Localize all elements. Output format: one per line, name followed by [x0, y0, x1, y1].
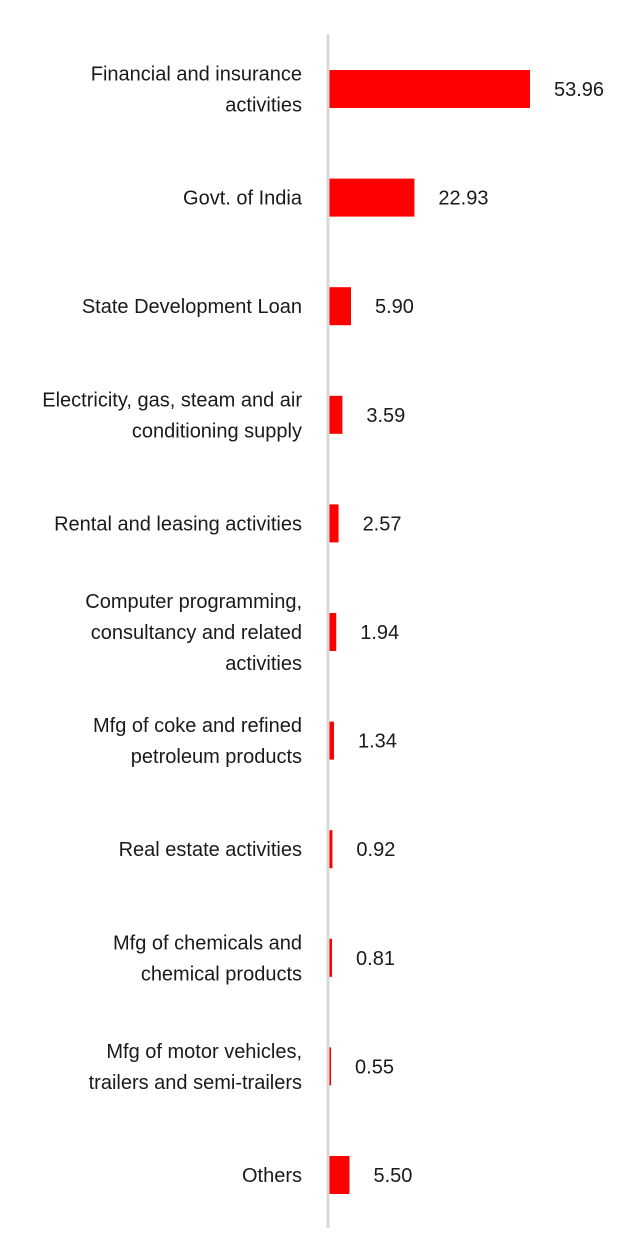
value-label-7: 0.92: [356, 839, 395, 861]
bar-1: [329, 178, 415, 217]
value-label-0: 53.96: [554, 79, 604, 101]
value-label-1: 22.93: [438, 188, 488, 210]
value-label-2: 5.90: [375, 296, 414, 318]
category-label-6: Mfg of coke and refined petroleum product…: [93, 715, 302, 768]
category-label-5-line-0: Computer programming,: [85, 591, 302, 613]
category-label-1: Govt. of India: [183, 188, 303, 210]
bar-2: [329, 287, 351, 326]
category-label-2-line-0: State Development Loan: [82, 296, 302, 318]
category-label-7-line-0: Real estate activities: [119, 839, 302, 861]
value-label-10: 5.50: [373, 1165, 412, 1187]
value-label-8: 0.81: [356, 948, 395, 970]
bar-0: [329, 70, 530, 108]
category-label-8-line-1: chemical products: [141, 963, 302, 985]
category-label-10-line-0: Others: [242, 1165, 302, 1187]
category-label-7: Real estate activities: [119, 839, 302, 861]
category-label-8-line-0: Mfg of chemicals and: [113, 932, 302, 954]
bar-9: [329, 1047, 332, 1086]
category-label-9-line-1: trailers and semi-trailers: [89, 1072, 302, 1094]
category-label-1-line-0: Govt. of India: [183, 188, 303, 210]
category-label-9-line-0: Mfg of motor vehicles,: [106, 1041, 302, 1063]
value-label-6: 1.34: [358, 731, 397, 753]
value-label-9: 0.55: [355, 1056, 394, 1078]
bar-4: [329, 504, 339, 543]
bar-7: [329, 830, 333, 869]
category-label-3: Electricity, gas, steam and air condition…: [42, 389, 302, 442]
category-label-5-line-2: activities: [225, 653, 302, 675]
category-label-2: State Development Loan: [82, 296, 302, 318]
value-labels: 53.96 22.93 5.90 3.59 2.57 1.94 1.34 0.92 0.81 0.…: [355, 79, 604, 1187]
category-label-8: Mfg of chemicals and chemical products: [113, 932, 302, 985]
category-label-0: Financial and insurance activities: [91, 64, 302, 117]
bar-5: [329, 613, 337, 651]
category-label-5: Computer programming, consultancy and rel…: [85, 591, 302, 675]
category-label-0-line-1: activities: [225, 95, 302, 117]
value-label-5: 1.94: [360, 622, 399, 644]
category-label-10: Others: [242, 1165, 302, 1187]
value-label-4: 2.57: [363, 513, 402, 535]
value-label-3: 3.59: [366, 405, 405, 427]
bar-3: [329, 395, 343, 434]
category-label-5-line-1: consultancy and related: [91, 622, 302, 644]
category-label-6-line-0: Mfg of coke and refined: [93, 715, 302, 737]
bar-10: [329, 1156, 350, 1194]
category-label-9: Mfg of motor vehicles, trailers and semi-…: [89, 1041, 302, 1094]
bar-8: [329, 938, 333, 977]
category-label-4: Rental and leasing activities: [54, 513, 302, 535]
category-label-3-line-0: Electricity, gas, steam and air: [42, 389, 302, 411]
category-labels: Financial and insurance activities Govt. o…: [42, 64, 303, 1188]
category-label-0-line-0: Financial and insurance: [91, 64, 302, 86]
category-label-3-line-1: conditioning supply: [132, 420, 302, 442]
bar-6: [329, 721, 334, 760]
category-label-6-line-1: petroleum products: [131, 746, 302, 768]
category-label-4-line-0: Rental and leasing activities: [54, 513, 302, 535]
bars-layer: [329, 70, 530, 1194]
